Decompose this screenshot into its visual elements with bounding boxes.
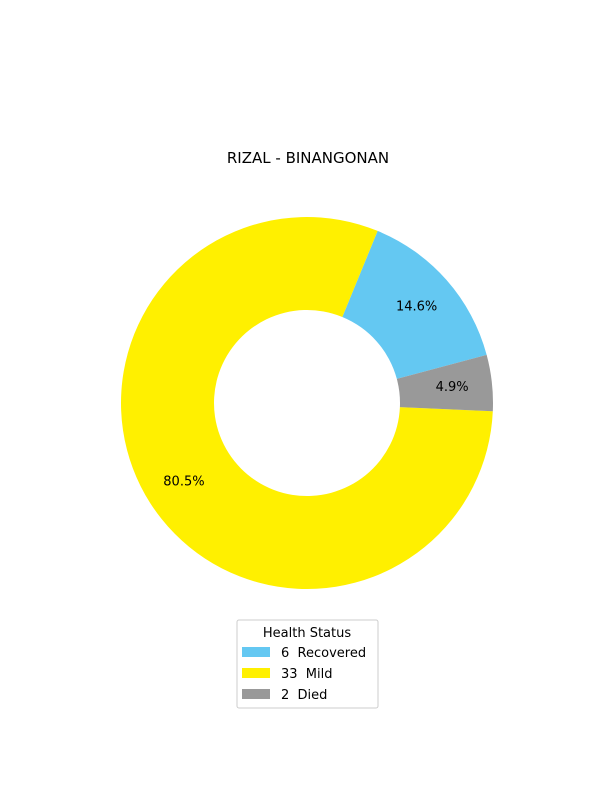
legend-label-recovered: 6 Recovered bbox=[281, 646, 366, 661]
slice-label-mild: 80.5% bbox=[163, 475, 204, 490]
legend-swatch-died bbox=[242, 689, 270, 699]
slice-died bbox=[396, 354, 494, 412]
legend-frame bbox=[236, 619, 379, 709]
slice-label-recovered: 14.6% bbox=[396, 300, 437, 315]
slice-recovered bbox=[342, 230, 487, 379]
chart-title: RIZAL - BINANGONAN bbox=[227, 149, 389, 167]
legend: Health Status 6 Recovered 33 Mild 2 Died bbox=[236, 619, 379, 709]
legend-label-died: 2 Died bbox=[281, 688, 327, 703]
slices-group bbox=[121, 217, 494, 590]
legend-items: 6 Recovered 33 Mild 2 Died bbox=[242, 646, 366, 703]
slice-labels-group: 14.6% 80.5% 4.9% bbox=[163, 300, 468, 490]
legend-swatch-mild bbox=[242, 668, 270, 678]
legend-title: Health Status bbox=[263, 626, 351, 641]
slice-label-died: 4.9% bbox=[436, 380, 469, 395]
slice-mild bbox=[121, 217, 493, 590]
legend-label-mild: 33 Mild bbox=[281, 667, 333, 682]
legend-swatch-recovered bbox=[242, 647, 270, 657]
